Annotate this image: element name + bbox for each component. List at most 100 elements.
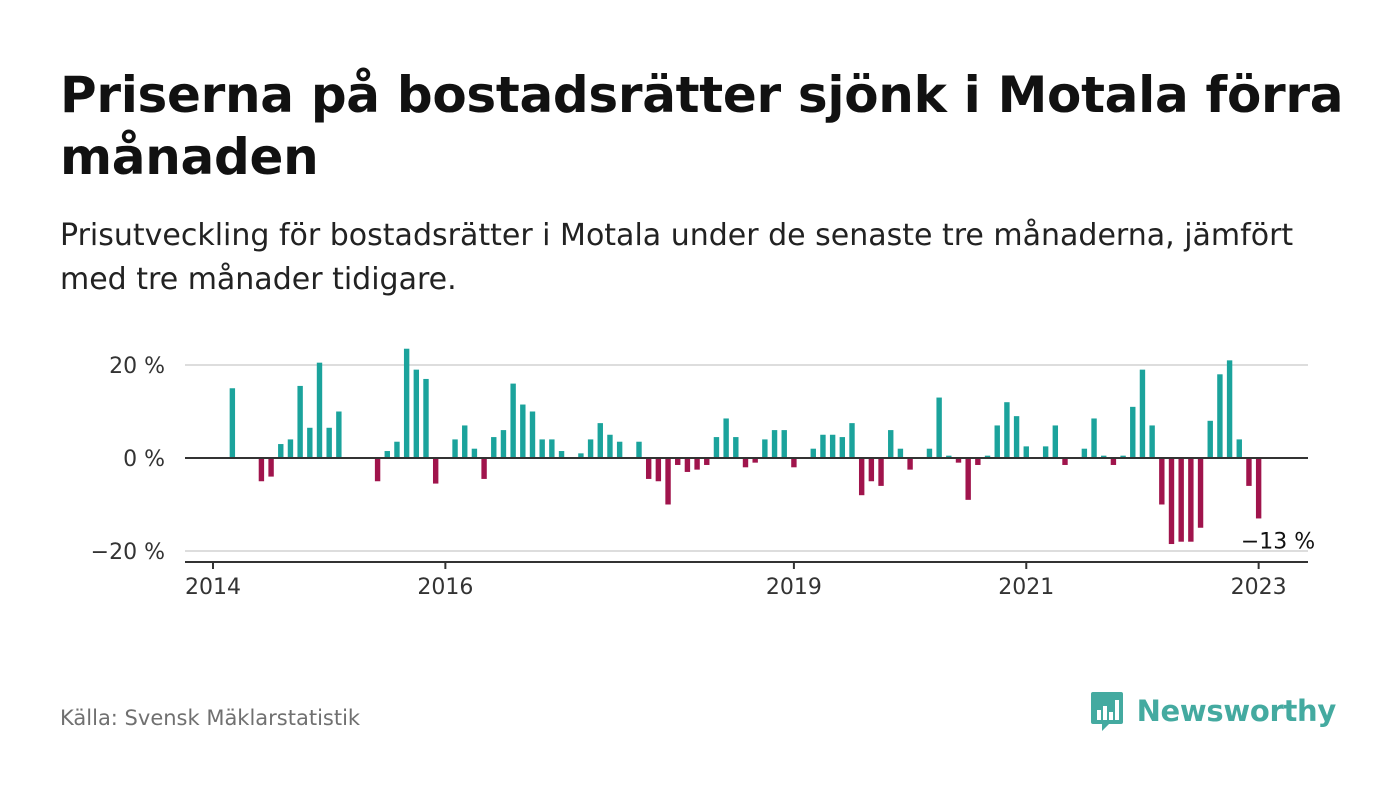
bar-2022-05 — [1178, 458, 1184, 542]
bar-2019-11 — [888, 430, 894, 458]
bar-2015-07 — [384, 451, 390, 458]
bar-2017-11 — [655, 458, 662, 482]
bar-2017-05 — [597, 423, 603, 459]
bar-2021-11 — [1120, 455, 1126, 458]
bar-2021-01 — [1023, 446, 1029, 459]
y-tick-label: 20 % — [109, 354, 165, 379]
bar-2019-01 — [791, 458, 797, 468]
bar-2022-01 — [1139, 369, 1146, 458]
bar-2022-11 — [1236, 439, 1242, 458]
bar-2020-09 — [984, 455, 991, 458]
bar-2020-12 — [1013, 416, 1020, 458]
bar-2023-01 — [1255, 458, 1262, 519]
bar-2019-06 — [839, 437, 846, 458]
bar-2020-06 — [955, 458, 962, 463]
x-tick-label: 2016 — [417, 575, 473, 600]
bar-2015-02 — [336, 411, 342, 458]
bar-2019-05 — [829, 434, 836, 458]
bar-2014-11 — [307, 427, 313, 458]
y-tick-label: −20 % — [91, 540, 165, 565]
bar-2014-03 — [229, 388, 236, 458]
bar-2014-10 — [297, 385, 303, 458]
bar-2017-01 — [558, 451, 565, 458]
bar-2019-03 — [810, 448, 816, 458]
bar-2016-02 — [452, 439, 458, 458]
bar-2014-09 — [287, 439, 294, 458]
bar-2019-04 — [820, 434, 826, 458]
bar-2022-04 — [1168, 458, 1175, 545]
bar-2020-10 — [994, 425, 1000, 458]
bar-2018-12 — [781, 430, 787, 458]
bar-2019-09 — [868, 458, 875, 482]
bar-2017-07 — [616, 441, 623, 458]
bar-2014-07 — [268, 458, 274, 477]
bar-2021-05 — [1062, 458, 1068, 465]
bar-2018-01 — [675, 458, 681, 465]
bar-2015-06 — [374, 458, 381, 482]
x-tick-label: 2021 — [998, 575, 1054, 600]
bar-2021-10 — [1110, 458, 1117, 465]
bar-2017-12 — [665, 458, 671, 505]
bar-2014-12 — [316, 362, 323, 458]
bar-2016-05 — [481, 458, 487, 479]
bar-2022-09 — [1217, 374, 1223, 458]
bar-2018-04 — [704, 458, 710, 465]
bar-2020-03 — [926, 448, 933, 458]
bar-2021-12 — [1130, 406, 1136, 458]
bar-2017-09 — [636, 441, 642, 458]
x-tick-label: 2019 — [766, 575, 822, 600]
bar-2020-05 — [946, 455, 952, 458]
bar-2016-11 — [539, 439, 545, 458]
bar-2016-08 — [510, 383, 516, 458]
brand-logo: Newsworthy — [1089, 690, 1336, 732]
bar-2022-02 — [1149, 425, 1155, 458]
bar-2018-08 — [742, 458, 749, 468]
x-tick-label: 2014 — [185, 575, 241, 600]
bar-2020-01 — [907, 458, 913, 470]
bar-2018-05 — [713, 437, 720, 458]
y-tick-label: 0 % — [123, 447, 165, 472]
bar-2014-06 — [258, 458, 265, 482]
axes: 20 % 0 % −20 % 2014 2016 2019 2021 2023 −13 % — [91, 354, 1315, 600]
bar-2022-06 — [1188, 458, 1194, 542]
chart-title: Priserna på bostadsrätter sjönk i Motala… — [60, 66, 1344, 186]
bar-2018-10 — [762, 439, 768, 458]
bar-2021-08 — [1091, 418, 1097, 458]
bar-2019-12 — [897, 448, 904, 458]
bar-2015-01 — [326, 427, 332, 458]
bar-2016-07 — [500, 430, 507, 458]
bar-2016-06 — [491, 437, 497, 458]
bar-2015-09 — [403, 348, 410, 458]
bar-2018-11 — [771, 430, 778, 458]
bar-2022-10 — [1226, 360, 1233, 458]
bar-2019-08 — [858, 458, 865, 496]
bar-2018-02 — [684, 458, 691, 472]
bar-2021-09 — [1101, 455, 1107, 458]
bar-2021-07 — [1081, 448, 1088, 458]
bar-2018-03 — [694, 458, 700, 470]
bar-2015-12 — [432, 458, 439, 484]
bar-2021-04 — [1052, 425, 1059, 458]
bar-2017-03 — [578, 453, 584, 458]
bar-2014-08 — [278, 444, 284, 458]
bar-2016-09 — [520, 404, 526, 458]
bar-2022-08 — [1207, 420, 1213, 458]
bar-2020-07 — [965, 458, 971, 500]
bar-series — [229, 348, 1262, 545]
bar-2016-04 — [471, 448, 478, 458]
bar-2015-08 — [394, 441, 400, 458]
last-value-label: −13 % — [1241, 529, 1315, 554]
bar-2019-07 — [849, 423, 855, 459]
bar-2016-10 — [529, 411, 536, 458]
bar-2015-10 — [413, 369, 420, 458]
chart-subtitle: Prisutveckling för bostadsrätter i Motal… — [60, 218, 1294, 297]
grid-lines — [185, 364, 1308, 552]
bar-2017-04 — [587, 439, 594, 458]
bar-chart: 20 % 0 % −20 % 2014 2016 2019 2021 2023 −13 % — [91, 348, 1315, 600]
bar-2022-12 — [1246, 458, 1252, 486]
bar-2021-03 — [1042, 446, 1049, 459]
bar-2016-12 — [549, 439, 555, 458]
source-note: Källa: Svensk Mäklarstatistik — [60, 706, 361, 730]
x-tick-label: 2023 — [1231, 575, 1287, 600]
bar-2015-11 — [423, 378, 429, 458]
